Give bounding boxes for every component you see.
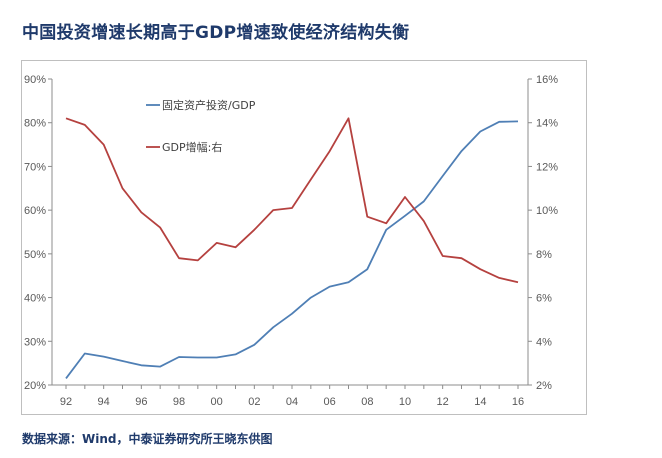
right-axis-ticks: 2% 4% 6% 8% 10% 12% 14% 16% <box>528 74 558 392</box>
left-tick-label: 30% <box>24 336 46 348</box>
x-axis-ticks: 92 94 96 98 00 02 04 06 08 10 12 14 16 <box>60 385 524 408</box>
x-tick-label: 00 <box>211 396 223 408</box>
right-tick-label: 4% <box>536 336 552 348</box>
series-line-investment-to-gdp <box>65 120 519 379</box>
left-tick-label: 50% <box>24 249 46 261</box>
legend: 固定资产投资/GDP GDP增幅:右 <box>146 98 256 154</box>
source-note: 数据来源：Wind，中泰证券研究所王晓东供图 <box>22 432 273 446</box>
left-tick-label: 70% <box>24 161 46 173</box>
x-tick-label: 06 <box>324 396 336 408</box>
left-tick-label: 90% <box>24 74 46 86</box>
x-tick-label: 08 <box>361 396 373 408</box>
right-tick-label: 2% <box>536 380 552 392</box>
right-tick-label: 16% <box>536 74 558 86</box>
x-tick-label: 98 <box>173 396 185 408</box>
left-tick-label: 20% <box>24 380 46 392</box>
x-tick-label: 04 <box>286 396 298 408</box>
left-tick-label: 40% <box>24 293 46 305</box>
x-tick-label: 14 <box>474 396 486 408</box>
series-line-gdp-growth <box>65 117 519 284</box>
left-axis-ticks: 20% 30% 40% 50% 60% 70% 80% 90% <box>24 74 52 392</box>
left-tick-label: 60% <box>24 205 46 217</box>
x-tick-label: 16 <box>512 396 524 408</box>
legend-label-investment: 固定资产投资/GDP <box>162 98 256 112</box>
right-tick-label: 6% <box>536 293 552 305</box>
right-tick-label: 10% <box>536 205 558 217</box>
x-tick-label: 96 <box>135 396 147 408</box>
left-tick-label: 80% <box>24 118 46 130</box>
x-tick-label: 10 <box>399 396 411 408</box>
chart-frame <box>21 60 587 415</box>
x-tick-label: 92 <box>60 396 72 408</box>
right-tick-label: 14% <box>536 118 558 130</box>
x-tick-label: 94 <box>98 396 110 408</box>
right-tick-label: 12% <box>536 161 558 173</box>
x-tick-label: 12 <box>437 396 449 408</box>
x-tick-label: 02 <box>248 396 260 408</box>
legend-label-gdp-growth: GDP增幅:右 <box>162 140 222 154</box>
right-tick-label: 8% <box>536 249 552 261</box>
chart-title: 中国投资增速长期高于GDP增速致使经济结构失衡 <box>22 23 410 43</box>
